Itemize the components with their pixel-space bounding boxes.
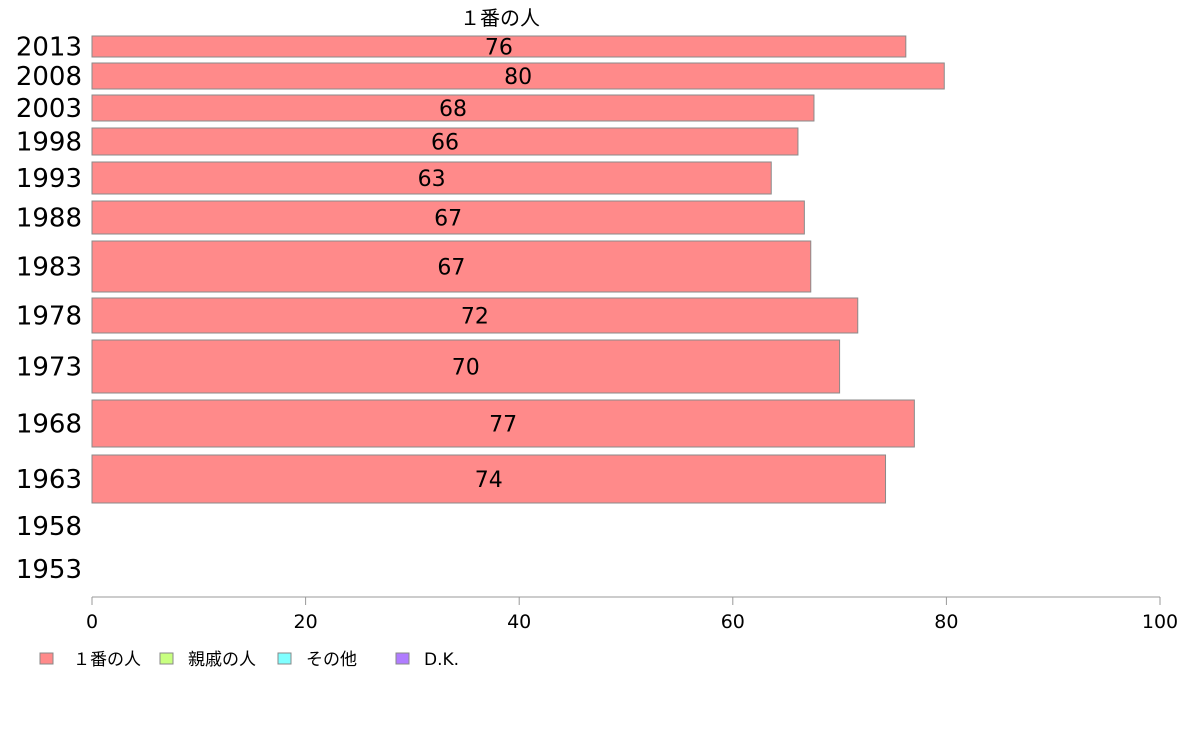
legend-label: その他 [306, 650, 357, 670]
legend-item: １番の人 [39, 650, 141, 670]
y-tick-label: 2008 [16, 62, 82, 92]
y-tick-label: 1993 [16, 164, 82, 194]
bar [91, 94, 815, 122]
legend-swatch [159, 652, 174, 665]
bar-value-label: 67 [437, 256, 465, 281]
bar [91, 35, 907, 58]
bars-layer: 76 80 68 66 63 67 67 72 70 77 74 [91, 35, 945, 504]
legend-swatch [395, 652, 410, 665]
x-tick-label: 80 [934, 611, 958, 633]
bar [91, 339, 841, 394]
x-tick-label: 0 [86, 611, 98, 633]
y-tick-label: 2013 [16, 33, 82, 63]
bar [91, 297, 859, 334]
x-axis: 0 20 40 60 80 100 [86, 596, 1178, 633]
x-tick-label: 60 [721, 611, 745, 633]
bar-value-label: 74 [475, 468, 503, 493]
bar-value-label: 77 [489, 413, 517, 438]
bar-value-label: 67 [434, 207, 462, 232]
y-tick-label: 2003 [16, 94, 82, 124]
bar-value-label: 76 [485, 36, 513, 61]
bar-value-label: 66 [431, 131, 459, 156]
bar [91, 240, 812, 293]
y-tick-label: 1983 [16, 253, 82, 283]
bar-value-label: 70 [452, 356, 480, 381]
bar [91, 200, 805, 235]
bar [91, 454, 887, 504]
y-tick-label: 1953 [16, 555, 82, 585]
y-tick-label: 1988 [16, 204, 82, 234]
legend: １番の人 親戚の人 その他 D.K. [39, 650, 459, 670]
y-tick-label: 1968 [16, 410, 82, 440]
x-tick-label: 20 [294, 611, 318, 633]
legend-swatch [39, 652, 54, 665]
x-tick-label: 100 [1142, 611, 1178, 633]
bar-value-label: 72 [461, 305, 489, 330]
legend-item: 親戚の人 [159, 650, 256, 670]
bar [91, 127, 799, 156]
chart-title: １番の人 [460, 6, 540, 30]
legend-item: その他 [277, 650, 357, 670]
legend-swatch [277, 652, 292, 665]
legend-label: 親戚の人 [188, 650, 256, 670]
bar [91, 62, 945, 90]
bar-value-label: 80 [504, 65, 532, 90]
y-tick-label: 1973 [16, 353, 82, 383]
bar-value-label: 63 [418, 167, 446, 192]
bar [91, 161, 772, 195]
x-tick-label: 40 [507, 611, 531, 633]
y-tick-label: 1978 [16, 302, 82, 332]
legend-label: １番の人 [73, 650, 141, 670]
bar [91, 399, 915, 448]
y-tick-label: 1998 [16, 128, 82, 158]
y-tick-label: 1963 [16, 465, 82, 495]
bar-value-label: 68 [439, 97, 467, 122]
y-tick-label: 1958 [16, 512, 82, 542]
legend-label: D.K. [424, 650, 459, 670]
legend-item: D.K. [395, 650, 459, 670]
